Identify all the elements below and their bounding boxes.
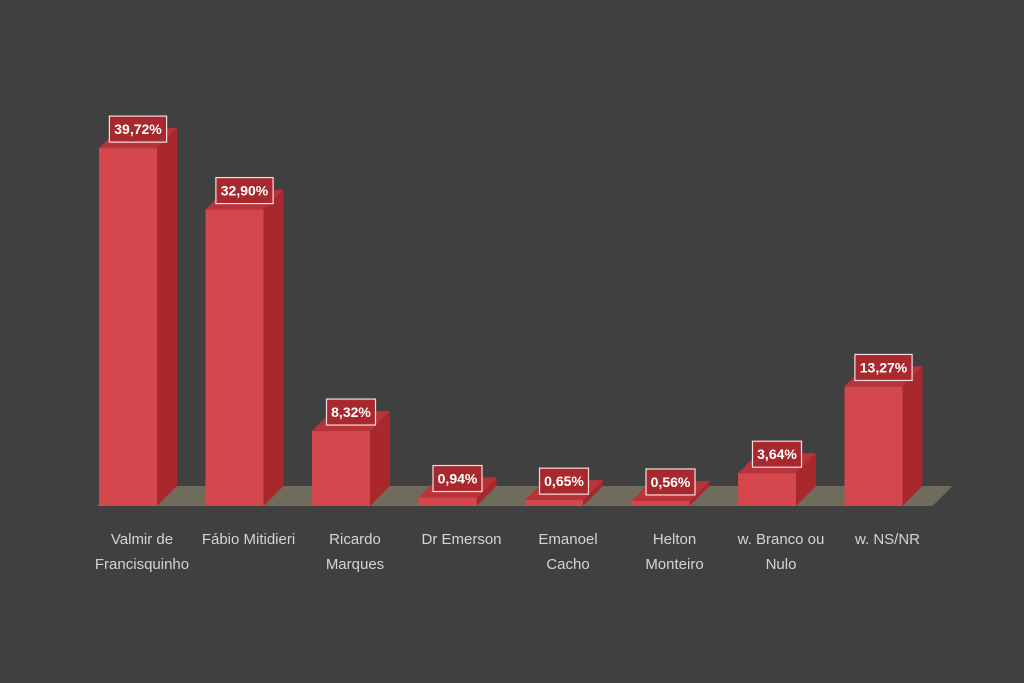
- bar-front-face: [418, 497, 477, 506]
- bar-front-face: [312, 431, 370, 506]
- bar-front-face: [844, 386, 903, 506]
- bar-side-face: [583, 480, 603, 506]
- bar-front-face: [525, 500, 583, 506]
- value-label-8: 13,27%: [854, 353, 913, 382]
- value-label-box: [108, 115, 168, 143]
- bar-side-face: [263, 189, 284, 507]
- value-label-7: 3,64%: [751, 440, 803, 468]
- bar-1: [99, 128, 177, 506]
- category-label-3: Ricardo Marques: [326, 531, 384, 573]
- category-label-8: w. NS/NR: [854, 531, 920, 548]
- category-label-line: Fábio Mitidieri: [202, 531, 295, 548]
- bar-front-face: [631, 500, 690, 506]
- category-labels-layer: Valmir de Francisquinho Fábio Mitidieri Ric…: [95, 531, 920, 573]
- bar-side-face: [689, 480, 710, 506]
- category-label-line: Francisquinho: [95, 556, 189, 573]
- value-label-box: [325, 398, 377, 426]
- value-label-box: [751, 440, 803, 468]
- value-label-text: 13,27%: [860, 359, 908, 375]
- category-label-line: Dr Emerson: [421, 531, 501, 548]
- value-label-box: [645, 468, 696, 496]
- bar-side-face: [370, 411, 390, 506]
- value-label-6: 0,56%: [645, 468, 696, 496]
- category-label-6: Helton Monteiro: [645, 531, 703, 573]
- value-label-1: 39,72%: [108, 115, 168, 143]
- category-label-line: Monteiro: [645, 556, 703, 573]
- value-label-text: 39,72%: [114, 121, 162, 137]
- value-label-text: 8,32%: [331, 404, 371, 420]
- bar-front-face: [738, 473, 796, 506]
- category-label-line: Cacho: [546, 556, 589, 573]
- category-label-4: Dr Emerson: [421, 531, 501, 548]
- value-label-text: 0,65%: [544, 473, 584, 489]
- bar-side-face: [157, 128, 177, 506]
- category-label-line: w. NS/NR: [854, 531, 920, 548]
- value-label-box: [538, 467, 590, 495]
- category-label-5: Emanoel Cacho: [538, 531, 597, 573]
- bar-front-face: [99, 148, 157, 506]
- value-labels-layer: 39,72% 32,90% 8,32% 0,94% 0,65% 0,56% 3,64% 13,…: [108, 115, 913, 496]
- value-label-box: [215, 176, 274, 205]
- category-label-line: w. Branco ou: [737, 531, 825, 548]
- category-label-7: w. Branco ou Nulo: [737, 531, 825, 573]
- value-label-text: 32,90%: [221, 183, 269, 199]
- category-label-line: Nulo: [766, 556, 797, 573]
- value-label-box: [854, 353, 913, 382]
- category-label-line: Emanoel: [538, 531, 597, 548]
- bar-side-face: [796, 453, 816, 506]
- value-label-box: [432, 464, 483, 493]
- category-label-line: Ricardo: [329, 531, 381, 548]
- category-label-line: Marques: [326, 556, 384, 573]
- category-label-2: Fábio Mitidieri: [202, 531, 295, 548]
- bar-side-face: [476, 477, 497, 506]
- value-label-3: 8,32%: [325, 398, 377, 426]
- value-label-text: 0,94%: [438, 471, 478, 487]
- bar-2: [205, 189, 284, 507]
- bar-front-face: [205, 209, 264, 507]
- category-label-line: Valmir de: [111, 531, 173, 548]
- value-label-2: 32,90%: [215, 176, 274, 205]
- bar-side-face: [902, 366, 923, 506]
- value-label-4: 0,94%: [432, 464, 483, 493]
- value-label-5: 0,65%: [538, 467, 590, 495]
- bar-8: [844, 366, 923, 506]
- value-label-text: 0,56%: [651, 474, 691, 490]
- category-label-line: Helton: [653, 531, 696, 548]
- value-label-text: 3,64%: [757, 446, 797, 462]
- category-label-1: Valmir de Francisquinho: [95, 531, 189, 573]
